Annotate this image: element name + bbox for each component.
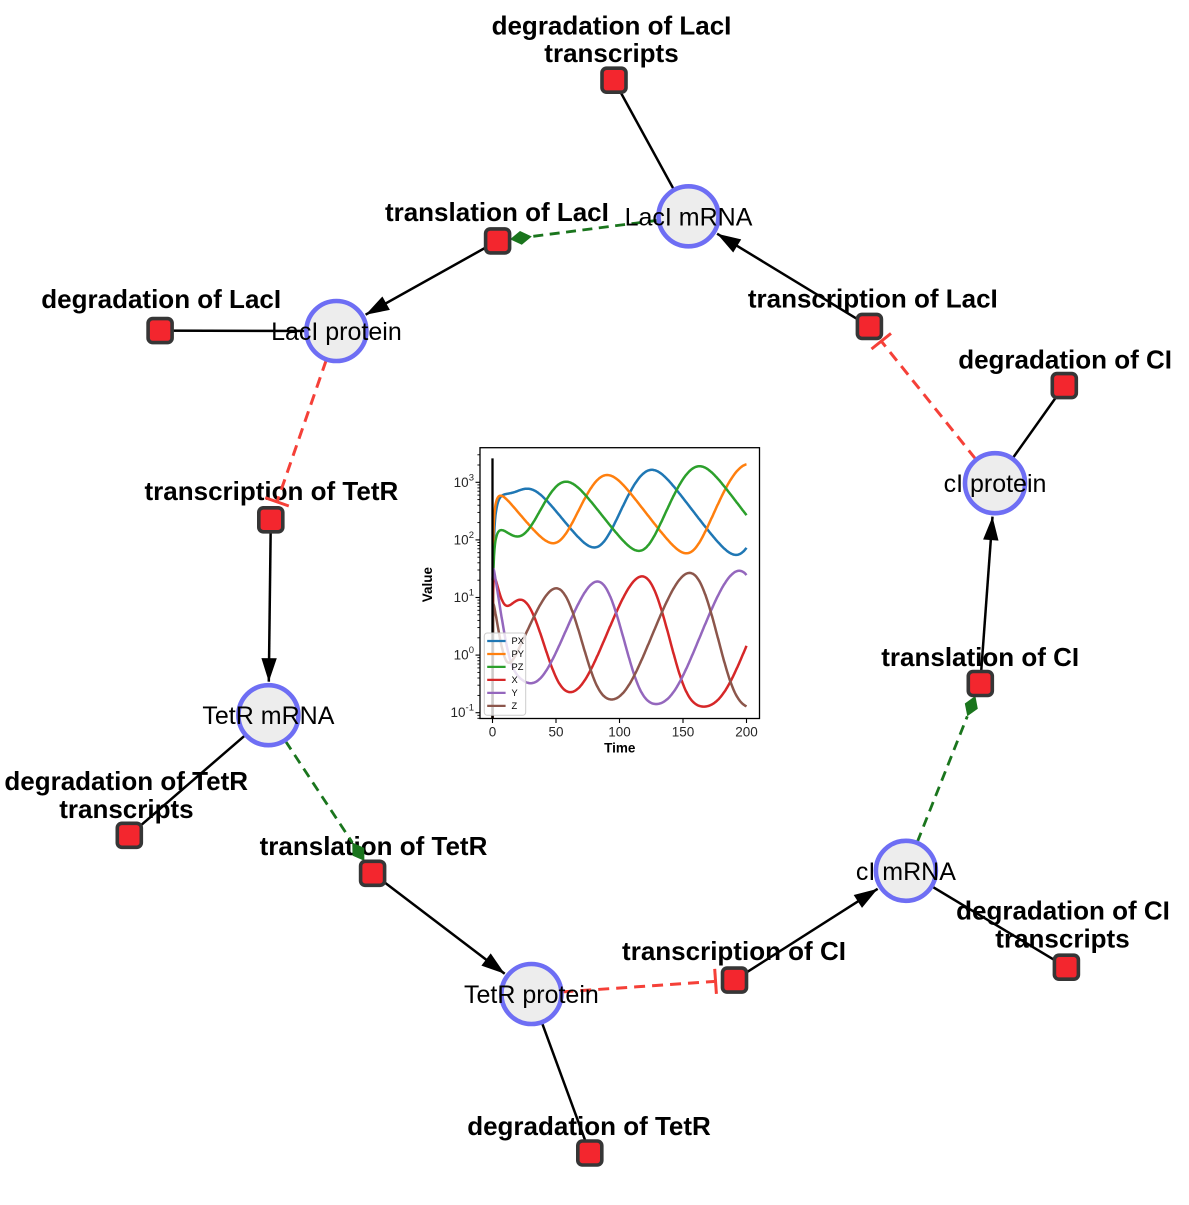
- svg-text:0: 0: [489, 725, 497, 740]
- svg-text:Z: Z: [512, 701, 518, 711]
- svg-text:Y: Y: [512, 688, 518, 698]
- svg-text:transcription of LacI: transcription of LacI: [748, 284, 998, 314]
- svg-text:transcription of CI: transcription of CI: [622, 936, 846, 966]
- svg-text:translation of TetR: translation of TetR: [260, 831, 488, 861]
- svg-text:200: 200: [735, 725, 758, 740]
- svg-text:PX: PX: [512, 636, 524, 646]
- svg-text:cI mRNA: cI mRNA: [856, 858, 956, 886]
- svg-text:degradation of TetR: degradation of TetR: [4, 766, 248, 796]
- svg-text:PZ: PZ: [512, 662, 524, 672]
- svg-text:LacI protein: LacI protein: [271, 318, 402, 346]
- svg-text:cI protein: cI protein: [944, 470, 1047, 498]
- svg-text:TetR protein: TetR protein: [464, 981, 599, 1009]
- svg-text:150: 150: [672, 725, 695, 740]
- svg-text:X: X: [512, 675, 518, 685]
- svg-text:Value: Value: [420, 566, 435, 602]
- svg-text:transcripts: transcripts: [995, 924, 1129, 954]
- svg-text:translation of LacI: translation of LacI: [385, 197, 609, 227]
- svg-text:transcripts: transcripts: [544, 38, 678, 68]
- svg-text:degradation of LacI: degradation of LacI: [41, 284, 281, 314]
- svg-text:LacI mRNA: LacI mRNA: [625, 203, 753, 231]
- svg-text:100: 100: [608, 725, 631, 740]
- svg-text:PY: PY: [512, 649, 524, 659]
- svg-text:translation of CI: translation of CI: [881, 642, 1079, 672]
- svg-text:50: 50: [548, 725, 563, 740]
- svg-text:degradation of CI: degradation of CI: [958, 345, 1172, 375]
- svg-text:TetR mRNA: TetR mRNA: [202, 702, 334, 730]
- svg-text:degradation of LacI: degradation of LacI: [492, 11, 732, 41]
- svg-text:degradation of TetR: degradation of TetR: [467, 1111, 711, 1141]
- svg-text:Time: Time: [604, 741, 636, 756]
